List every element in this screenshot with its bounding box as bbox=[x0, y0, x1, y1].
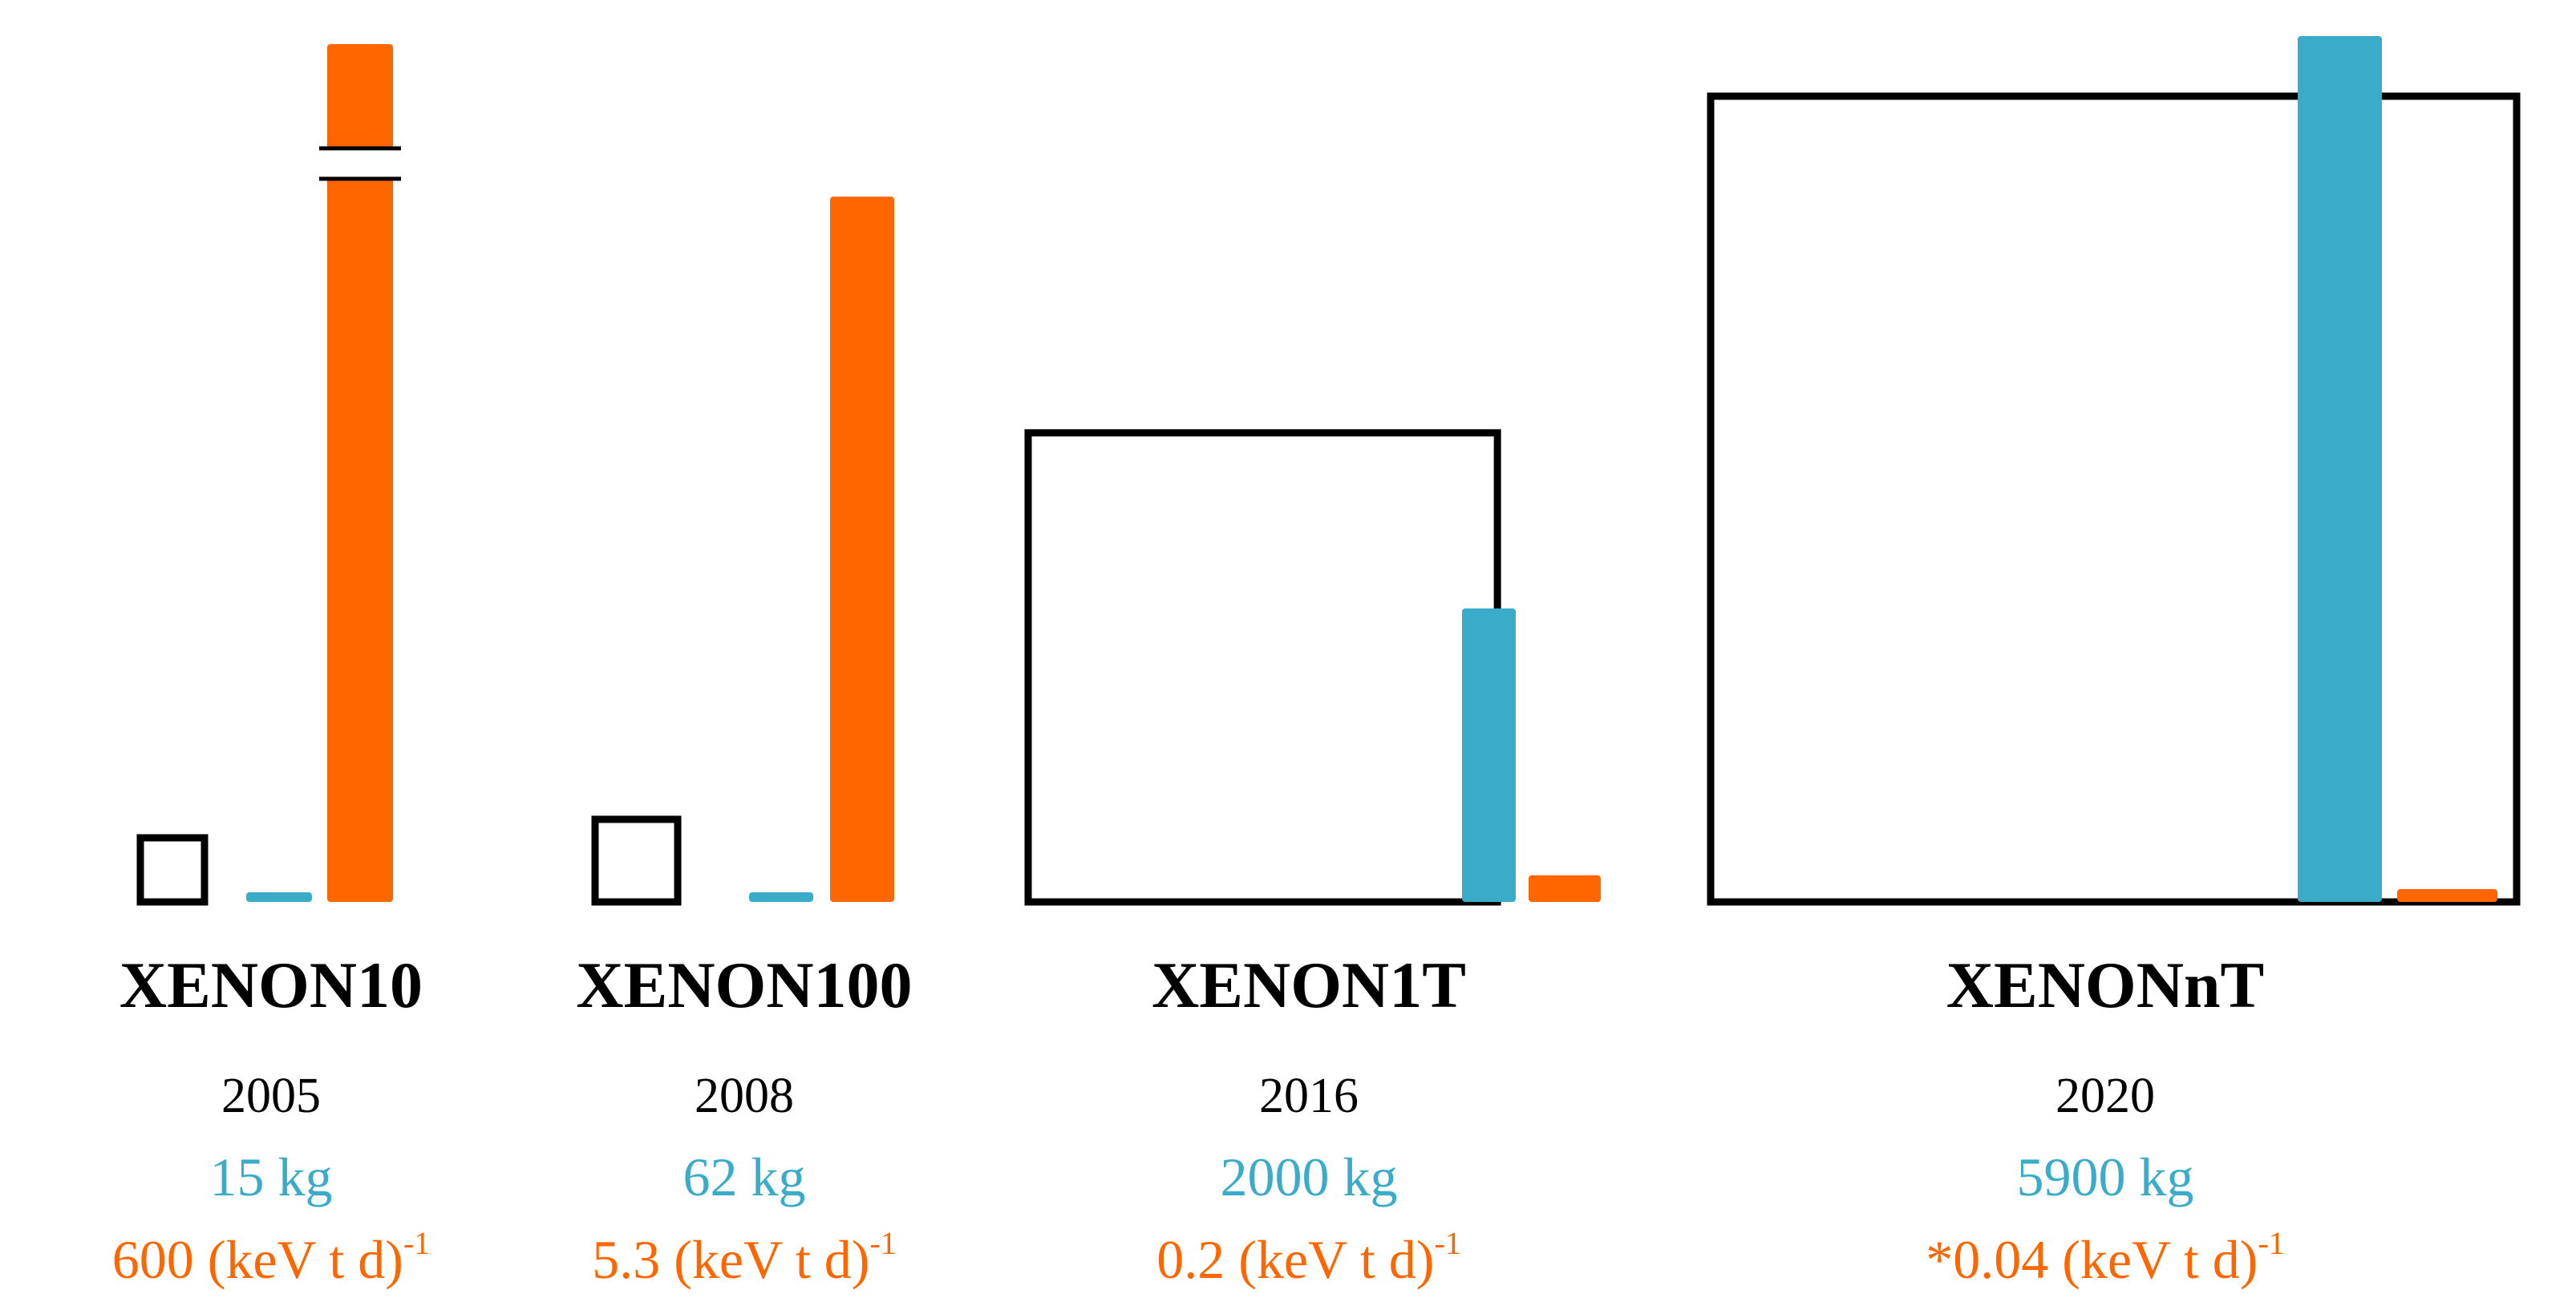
xenonnt-background-value: *0.04 bbox=[1926, 1229, 2049, 1290]
xenon1t-year-label: 2016 bbox=[1259, 1069, 1359, 1123]
xenonnt-background-units: (keV t d) bbox=[2062, 1229, 2258, 1290]
xenon1t-background-bar bbox=[1529, 875, 1601, 902]
xenon1t-background-value: 0.2 bbox=[1156, 1229, 1225, 1290]
xenon1t-name-label: XENON1T bbox=[1152, 948, 1466, 1021]
xenon100-background-bar bbox=[830, 196, 894, 902]
xenon1t-background-units: (keV t d) bbox=[1238, 1229, 1435, 1290]
xenon10-year-label: 2005 bbox=[221, 1069, 321, 1123]
xenon10-background-units: (keV t d) bbox=[207, 1229, 403, 1290]
xenonnt-year-label: 2020 bbox=[2056, 1069, 2155, 1123]
xenon1t-mass-bar bbox=[1462, 608, 1516, 902]
xenon10-mass-outline-box bbox=[136, 834, 209, 906]
xenon10-background-value: 600 bbox=[111, 1229, 194, 1290]
xenon100-mass-outline-box bbox=[591, 815, 682, 906]
xenon1t-background-label: 0.2 (keV t d)-1 bbox=[1156, 1227, 1461, 1290]
xenon10-background-label: 600 (keV t d)-1 bbox=[111, 1227, 431, 1290]
xenon10-mass-label: 15 kg bbox=[209, 1146, 333, 1207]
xenon100-mass-label: 62 kg bbox=[682, 1146, 806, 1207]
xenon100-background-units: (keV t d) bbox=[674, 1229, 870, 1290]
xenon100-year-label: 2008 bbox=[695, 1069, 794, 1123]
xenon1t-mass-outline-box bbox=[1024, 429, 1501, 906]
xenonnt-mass-label: 5900 kg bbox=[2016, 1146, 2194, 1207]
xenon1t-mass-label: 2000 kg bbox=[1220, 1146, 1398, 1207]
xenon10-background-bar bbox=[327, 44, 393, 902]
xenon10-name-label: XENON10 bbox=[119, 948, 423, 1021]
xenon1t-background-exponent: -1 bbox=[1434, 1225, 1461, 1261]
xenon100-mass-bar bbox=[749, 892, 813, 902]
xenonnt-mass-bar bbox=[2298, 36, 2382, 902]
xenonnt-mass-outline-box bbox=[1707, 92, 2521, 906]
xenonnt-background-label: *0.04 (keV t d)-1 bbox=[1926, 1227, 2285, 1290]
xenon100-background-label: 5.3 (keV t d)-1 bbox=[592, 1227, 897, 1290]
xenon10-mass-bar bbox=[246, 892, 312, 902]
xenon100-background-exponent: -1 bbox=[869, 1225, 897, 1261]
xenon10-axis-break-gap bbox=[319, 148, 401, 179]
xenonnt-name-label: XENONnT bbox=[1946, 948, 2265, 1021]
xenonnt-background-bar bbox=[2397, 889, 2497, 902]
xenon10-background-exponent: -1 bbox=[403, 1225, 431, 1261]
xenon100-background-value: 5.3 bbox=[592, 1229, 661, 1290]
xenon100-name-label: XENON100 bbox=[576, 948, 913, 1021]
xenonnt-background-exponent: -1 bbox=[2258, 1225, 2285, 1261]
